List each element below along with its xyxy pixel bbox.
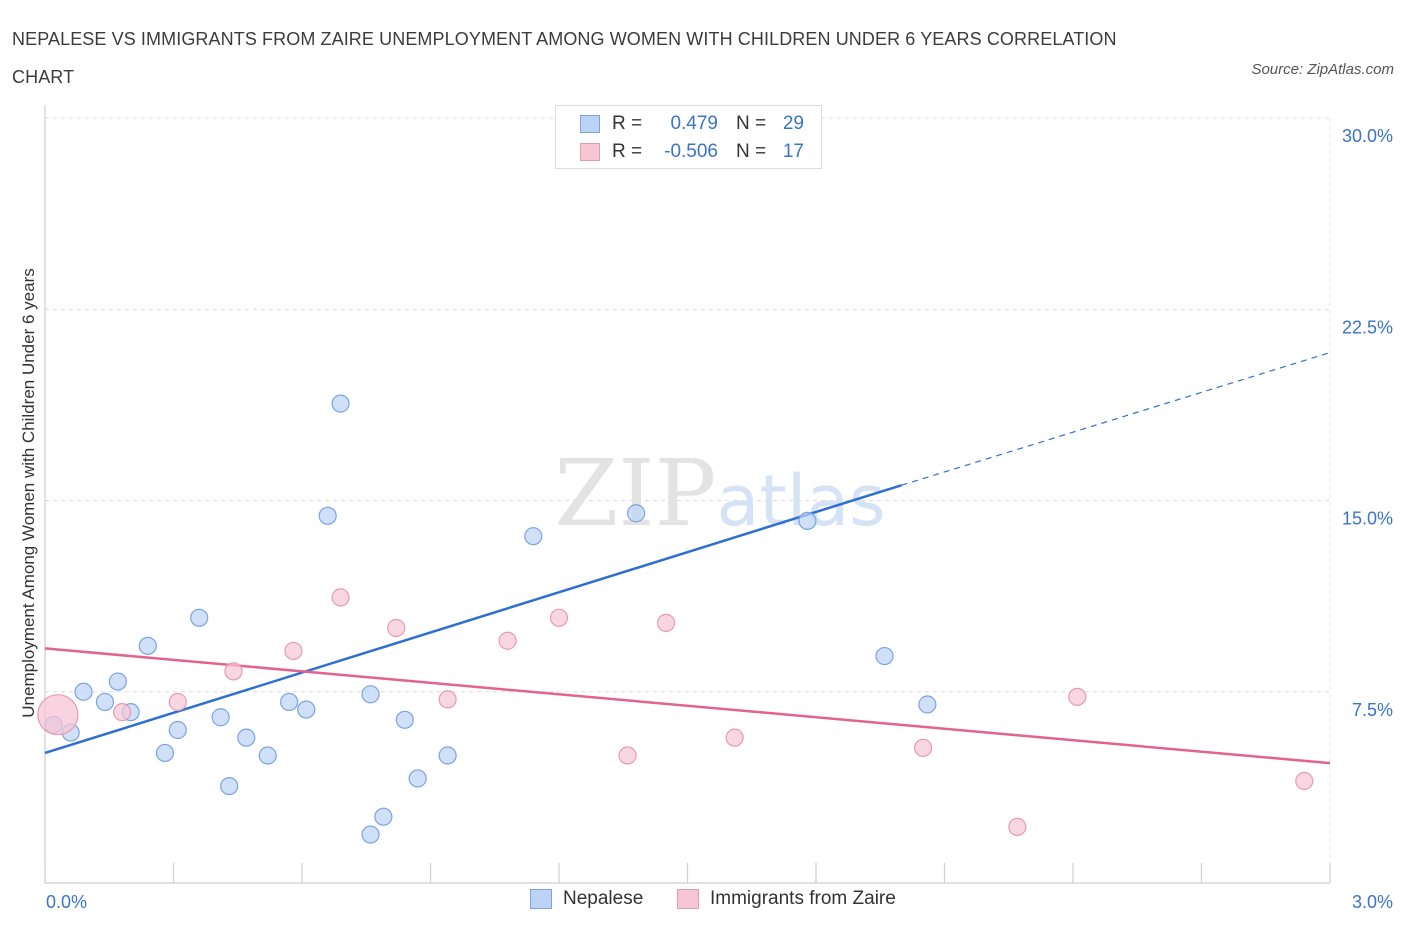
- zaire-point: [656, 613, 676, 633]
- nepalese-point: [138, 636, 157, 655]
- zaire-point: [37, 694, 79, 736]
- data-points: [37, 394, 1314, 844]
- nepalese-point: [190, 608, 209, 627]
- nepalese-trend-extension: [901, 352, 1331, 486]
- nepalese-point: [374, 807, 393, 826]
- y-tick-label: 7.5%: [1352, 700, 1393, 720]
- stats-box: R = 0.479 N = 29 R = -0.506 N = 17: [555, 105, 822, 169]
- n-value: 29: [782, 113, 804, 134]
- watermark-atlas: atlas: [717, 460, 886, 542]
- r-value: -0.506: [664, 141, 718, 162]
- source-label: Source: ZipAtlas.com: [1251, 61, 1394, 78]
- zaire-legend-swatch: [677, 889, 699, 909]
- nepalese-point: [168, 720, 187, 740]
- n-label: N =: [736, 141, 767, 162]
- nepalese-point: [918, 695, 937, 714]
- legend-label-zaire: Immigrants from Zaire: [710, 888, 896, 909]
- y-tick-label: 22.5%: [1342, 317, 1393, 337]
- zaire-point: [331, 588, 350, 607]
- x-tick-label: 3.0%: [1352, 892, 1393, 912]
- zaire-point: [284, 641, 303, 661]
- zaire-point: [1008, 817, 1027, 837]
- zaire-trend-line: [44, 647, 1331, 765]
- nepalese-point: [395, 710, 414, 729]
- nepalese-point: [297, 700, 316, 719]
- nepalese-legend-swatch: [530, 889, 552, 909]
- nepalese-point: [211, 708, 230, 727]
- legend: Nepalese Immigrants from Zaire: [0, 888, 1406, 916]
- nepalese-point: [331, 394, 350, 413]
- zaire-point: [498, 631, 517, 650]
- legend-item-nepalese[interactable]: Nepalese: [530, 888, 643, 910]
- nepalese-point: [438, 746, 457, 765]
- stats-row-nepalese: R = 0.479 N = 29: [580, 111, 804, 137]
- nepalese-point: [798, 511, 817, 531]
- nepalese-point: [74, 682, 93, 701]
- x-tick-label: 0.0%: [46, 892, 87, 912]
- zaire-swatch: [580, 143, 600, 161]
- zaire-point: [618, 746, 637, 765]
- zaire-point: [224, 662, 243, 681]
- trend-lines: [44, 352, 1331, 765]
- tick-labels: 7.5% 15.0% 22.5% 30.0% 0.0% 3.0%: [46, 126, 1393, 912]
- nepalese-point: [108, 672, 127, 691]
- y-tick-label: 15.0%: [1342, 509, 1393, 529]
- watermark: ZIPatlas: [554, 440, 885, 547]
- watermark-zip: ZIP: [554, 440, 716, 547]
- legend-label-nepalese: Nepalese: [563, 888, 644, 909]
- y-tick-label: 30.0%: [1342, 126, 1393, 146]
- n-value: 17: [782, 141, 804, 162]
- legend-item-zaire[interactable]: Immigrants from Zaire: [677, 888, 896, 910]
- nepalese-point: [361, 685, 380, 704]
- nepalese-point: [258, 746, 277, 765]
- nepalese-point: [626, 504, 646, 523]
- nepalese-point: [318, 506, 337, 525]
- nepalese-point: [408, 769, 427, 788]
- zaire-point: [112, 703, 132, 722]
- r-label: R =: [612, 113, 643, 134]
- zaire-point: [549, 608, 569, 627]
- stats-row-zaire: R = -0.506 N = 17: [580, 139, 804, 165]
- zaire-point: [387, 618, 406, 638]
- zaire-point: [1295, 771, 1314, 791]
- nepalese-point: [280, 692, 299, 712]
- axes: [44, 105, 1331, 884]
- zaire-point: [913, 738, 933, 757]
- r-value: 0.479: [670, 113, 718, 134]
- r-label: R =: [612, 141, 643, 162]
- nepalese-point: [95, 692, 115, 712]
- nepalese-point: [155, 743, 175, 763]
- nepalese-point: [875, 646, 894, 666]
- chart-title: NEPALESE VS IMMIGRANTS FROM ZAIRE UNEMPL…: [12, 29, 1117, 87]
- nepalese-point: [524, 527, 543, 546]
- zaire-point: [1068, 687, 1087, 706]
- nepalese-point: [220, 776, 239, 796]
- zaire-point: [168, 692, 187, 712]
- nepalese-point: [237, 728, 256, 747]
- nepalese-point: [361, 825, 380, 844]
- nepalese-trend-line: [44, 484, 903, 755]
- y-axis-label: Unemployment Among Women with Children U…: [19, 268, 38, 717]
- zaire-point: [725, 728, 744, 747]
- zaire-point: [438, 690, 457, 709]
- nepalese-swatch: [580, 115, 600, 133]
- n-label: N =: [736, 113, 767, 134]
